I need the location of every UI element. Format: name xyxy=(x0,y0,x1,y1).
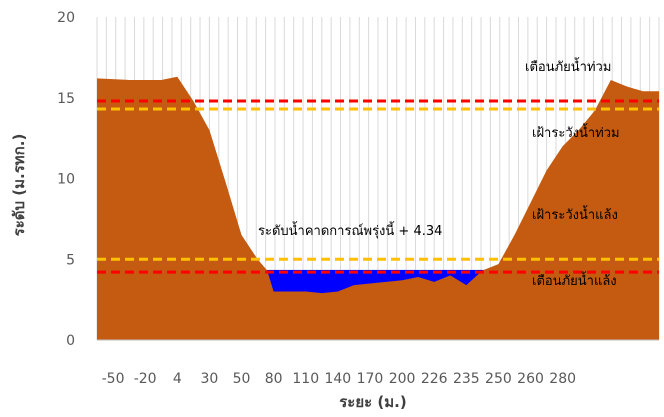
x-tick-label: 280 xyxy=(549,371,576,387)
x-tick-label: 140 xyxy=(324,371,351,387)
x-tick-label: -50 xyxy=(102,371,125,387)
x-tick-label: 4 xyxy=(173,371,182,387)
flood-watch-label: เฝ้าระวังน้ำท่วม xyxy=(532,123,620,141)
x-tick-label: 50 xyxy=(233,371,251,387)
axes: 0 5 10 15 20 -50 -20 4 30 50 80 110 140 170 200 226 235 2… xyxy=(57,10,659,387)
y-axis-title: ระดับ (ม.รทก.) xyxy=(10,134,28,237)
drought-watch-label: เฝ้าระวังน้ำแล้ง xyxy=(532,205,618,223)
threshold-lines xyxy=(97,99,659,274)
x-tick-label: 110 xyxy=(292,371,319,387)
x-tick-label: 30 xyxy=(200,371,218,387)
y-tick-label: 15 xyxy=(57,91,75,107)
x-tick-label: -20 xyxy=(134,371,157,387)
ground-area xyxy=(97,76,659,340)
x-tick-label: 80 xyxy=(265,371,283,387)
x-axis-title: ระยะ (ม.) xyxy=(339,393,406,411)
x-tick-label: 226 xyxy=(421,371,448,387)
y-tick-label: 0 xyxy=(66,333,75,349)
x-tick-label: 235 xyxy=(453,371,480,387)
flood-warning-label: เตือนภัยน้ำท่วม xyxy=(525,57,611,75)
x-tick-label: 170 xyxy=(357,371,384,387)
y-tick-label: 5 xyxy=(66,252,75,268)
plot-areas xyxy=(97,76,659,340)
y-tick-label: 10 xyxy=(57,172,75,188)
x-tick-label: 260 xyxy=(517,371,544,387)
forecast-level-annotation: ระดับน้ำคาดการณ์พรุ่งนี้ + 4.34 xyxy=(258,221,442,239)
drought-warning-label: เตือนภัยน้ำแล้ง xyxy=(532,271,617,289)
x-tick-label: 250 xyxy=(485,371,512,387)
y-tick-label: 20 xyxy=(57,10,75,26)
x-tick-label: 200 xyxy=(389,371,416,387)
